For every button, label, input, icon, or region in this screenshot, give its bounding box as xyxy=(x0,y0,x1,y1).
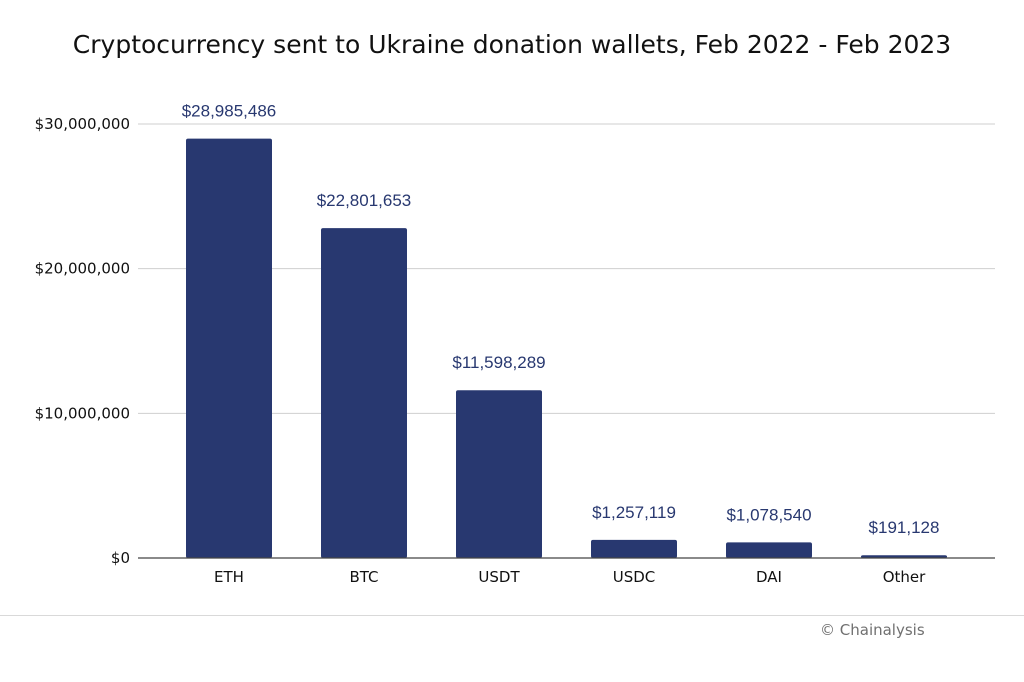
bar-other xyxy=(861,555,947,558)
y-tick-label: $0 xyxy=(111,549,130,567)
data-label: $28,985,486 xyxy=(182,102,277,121)
x-tick-label: USDC xyxy=(613,568,656,586)
x-tick-label: Other xyxy=(883,568,926,586)
y-tick-label: $20,000,000 xyxy=(35,260,130,278)
x-tick-label: BTC xyxy=(349,568,378,586)
data-label: $191,128 xyxy=(869,518,940,537)
bar-usdc xyxy=(591,539,677,558)
data-label: $1,257,119 xyxy=(592,503,676,522)
footer-divider xyxy=(0,615,1024,616)
bar-dai xyxy=(726,542,812,558)
bar-eth xyxy=(186,138,272,558)
bar-usdt xyxy=(456,390,542,558)
y-tick-label: $30,000,000 xyxy=(35,115,130,133)
x-tick-label: DAI xyxy=(756,568,782,586)
chart-title: Cryptocurrency sent to Ukraine donation … xyxy=(72,30,952,59)
x-tick-label: USDT xyxy=(478,568,520,586)
bar-btc xyxy=(321,228,407,558)
x-tick-label: ETH xyxy=(214,568,244,586)
y-tick-label: $10,000,000 xyxy=(35,404,130,422)
data-label: $1,078,540 xyxy=(726,505,811,524)
data-label: $22,801,653 xyxy=(317,191,412,210)
data-label: $11,598,289 xyxy=(452,353,545,372)
bar-chart: $0 $10,000,000 $20,000,000 $30,000,000 $28,9… xyxy=(35,102,995,586)
source-credit: © Chainalysis xyxy=(820,621,925,639)
